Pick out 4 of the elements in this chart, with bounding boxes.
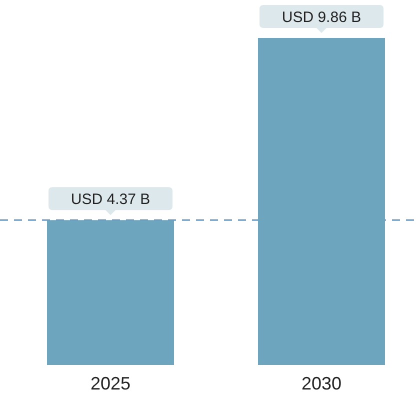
data-label: USD 4.37 B xyxy=(70,191,150,208)
x-tick-label: 2030 xyxy=(301,374,342,394)
x-tick-label: 2025 xyxy=(90,374,131,394)
data-label: USD 9.86 B xyxy=(282,9,362,26)
